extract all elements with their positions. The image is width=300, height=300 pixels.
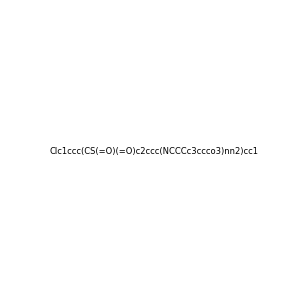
Text: Clc1ccc(CS(=O)(=O)c2ccc(NCCCc3ccco3)nn2)cc1: Clc1ccc(CS(=O)(=O)c2ccc(NCCCc3ccco3)nn2)…: [49, 147, 258, 156]
